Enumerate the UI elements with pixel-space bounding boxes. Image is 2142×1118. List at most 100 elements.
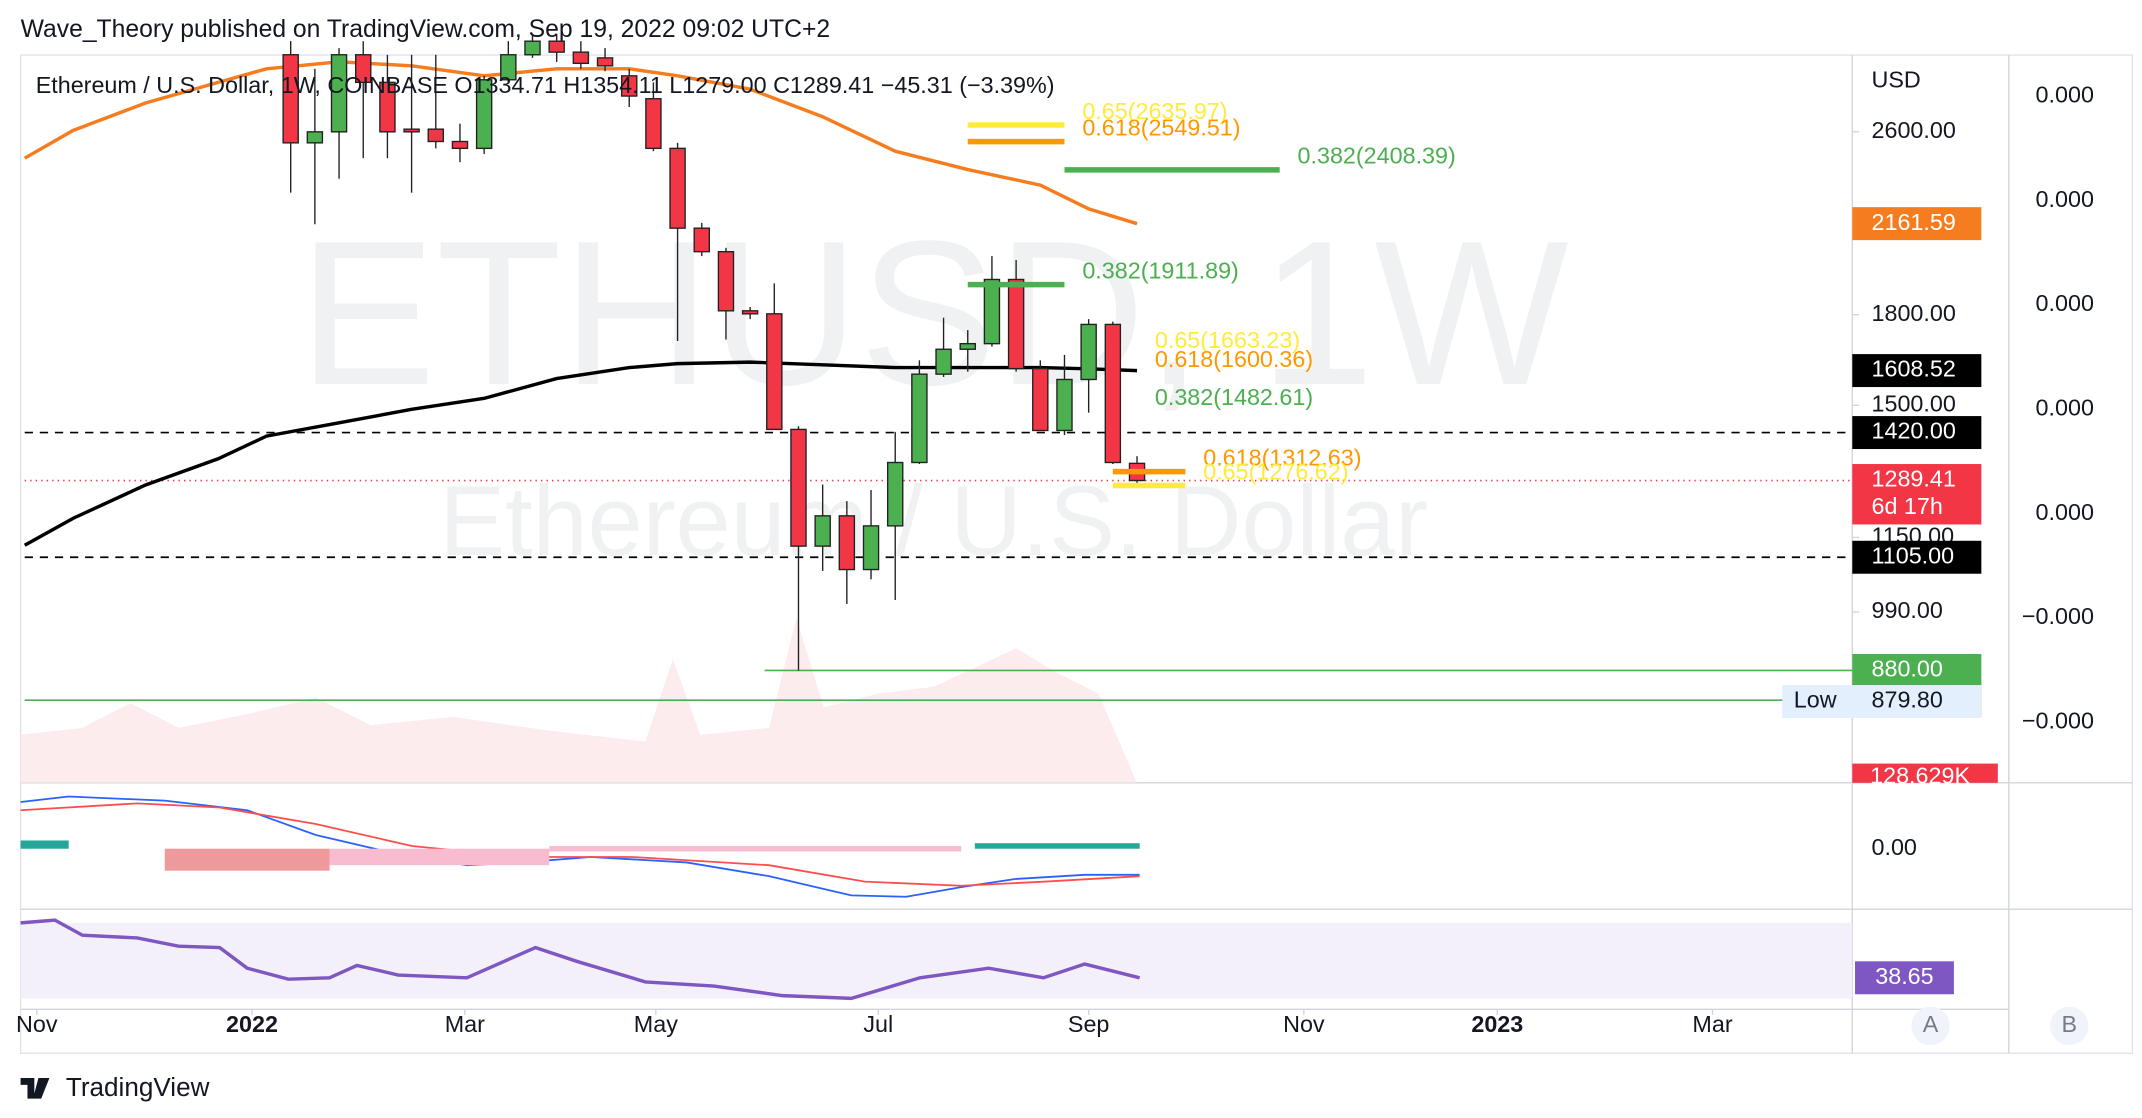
y-tick-label: 1800.00 [1872,300,1956,326]
candle-body [330,54,348,133]
signal-line [20,802,1140,887]
price-label: 1105.00 [1872,542,1955,568]
frame [19,54,2134,1054]
fib-label: 0.618(2549.51) [1082,114,1240,140]
candle-body [838,515,856,571]
rsi-label: 38.65 [1875,963,1933,989]
scale-b-label: 0.000 [2036,290,2094,316]
x-tick-label: Mar [445,1011,485,1037]
y-tick-label: 2600.00 [1872,117,1956,143]
fib-label: 0.382(1911.89) [1082,257,1239,283]
candle-body [1032,367,1049,432]
candle-body [1056,378,1073,432]
x-tick-label: Sep [1068,1011,1110,1037]
price-label: 2161.59 [1872,209,1956,235]
x-tick-label: Nov [1283,1011,1325,1037]
x-tick-label: Mar [1692,1011,1732,1037]
volume-area [20,618,1137,783]
histogram-bar [329,848,550,866]
header: Wave_Theory published on TradingView.com… [21,16,831,43]
candle-body [379,81,396,133]
candle-body [403,128,420,133]
price-label-sub: 6d 17h [1872,493,1943,519]
fib-label: 0.65(1663.23) [1155,327,1300,353]
x-tick-label: Jul [863,1011,893,1037]
fib-label: 0.618(1312.63) [1203,444,1361,470]
moving-average [23,360,1138,547]
rsi-label-box [1855,961,1954,995]
y-tick-label: 990.00 [1872,597,1943,623]
price-label-box [1852,416,1982,450]
fib-label: 0.618(1600.36) [1155,346,1313,372]
legend: Ethereum / U.S. Dollar, 1W, COINBASE O13… [36,72,1055,98]
moving-average [23,60,1138,226]
candle-body [983,278,1001,345]
candle-body [282,54,299,144]
candle-body [862,525,880,571]
price-label-box [1852,540,1982,574]
candle-body [451,140,469,150]
candle-body [911,373,928,464]
candle-body [693,227,711,253]
candle-body [766,313,783,431]
candle-body [741,310,759,315]
low-label-name: Low [1794,687,1837,713]
column-button[interactable] [1911,1006,1950,1046]
price-label: 1608.52 [1872,356,1956,382]
column-button[interactable] [2050,1006,2089,1046]
candle-body [645,98,662,150]
volume-label: 128.629K [1870,762,1970,788]
scale-b-label: −0.000 [2022,708,2094,734]
price-label-box [1852,354,1982,388]
watermark: ETHUSD, 1W [299,198,1569,428]
candle-body [935,348,952,375]
candle-body [427,128,445,143]
scale-b-label: 0.000 [2036,499,2094,525]
fib-label: 0.382(2408.39) [1298,143,1456,169]
rsi-line [20,918,1141,1001]
candle-body [500,54,517,81]
histogram-bar [164,848,330,871]
low-label-box [1782,685,1982,719]
currency: USD [1872,66,1921,92]
scale-b-label: −0.000 [2022,603,2094,629]
candle-body [959,342,976,350]
histogram-bar [974,843,1140,849]
candle-body [572,51,590,65]
column-label: A [1923,1011,1939,1037]
rsi-band [20,922,1853,999]
x-tick-label: May [634,1011,678,1037]
logo [20,1078,50,1099]
fib-label: 0.382(1482.61) [1155,384,1313,410]
candle-body [596,57,614,67]
price-label: 1289.41 [1872,466,1956,492]
candle-body [669,147,686,229]
price-label: 1420.00 [1872,418,1956,444]
price-label-box [1852,207,1982,241]
candle-body [814,515,831,547]
fib-label: 0.65(2635.97) [1082,98,1227,124]
price-label: 880.00 [1872,656,1943,682]
histogram-bar [20,840,69,849]
x-tick-label: Nov [16,1011,58,1037]
x-tick-label: 2023 [1471,1011,1523,1037]
candle-body [1007,278,1025,370]
candle-body [548,40,565,53]
scale-b-label: 0.000 [2036,395,2094,421]
candle-body [620,75,638,97]
y-tick-label: 1500.00 [1872,390,1956,416]
column-label: B [2061,1011,2077,1037]
volume-label-box [1852,763,1998,783]
macd-label: 0.00 [1872,834,1917,860]
candle-body [717,251,735,312]
price-label-box [1852,653,1982,687]
low-label: 879.80 [1872,687,1943,713]
macd-histogram [20,840,1140,871]
candle-body [306,131,324,144]
candle-body [886,461,904,527]
candle-body [1104,323,1122,464]
candle-body [1080,323,1097,381]
candle-body [475,79,493,150]
candle-body [524,40,541,56]
